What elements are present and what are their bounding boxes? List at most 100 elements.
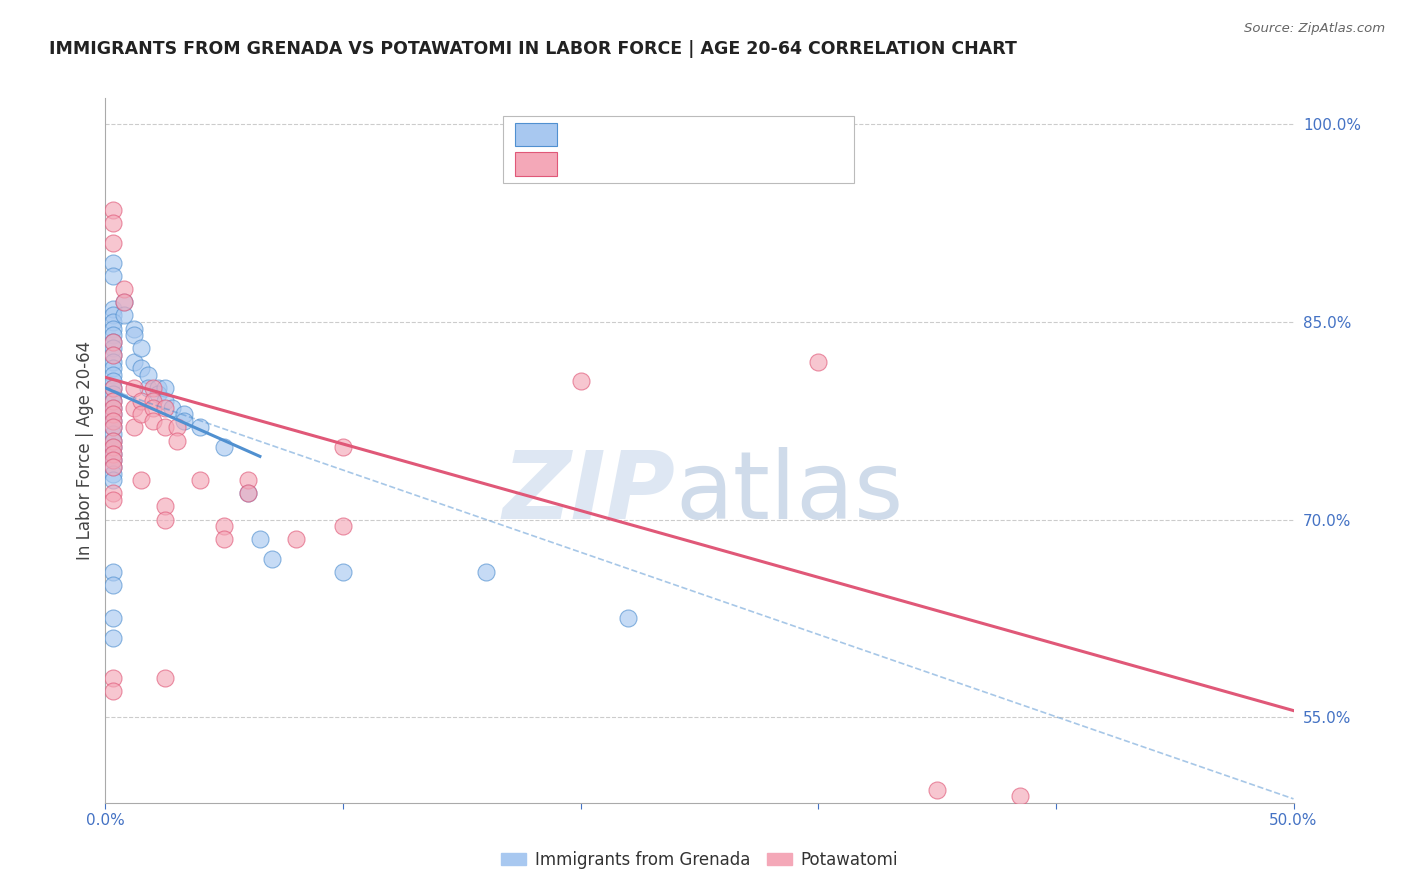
Point xyxy=(101,427,124,442)
Point xyxy=(101,420,124,434)
Text: N = 50: N = 50 xyxy=(723,149,780,164)
Point xyxy=(114,309,136,323)
Point xyxy=(249,533,271,547)
Point xyxy=(101,440,124,454)
Point xyxy=(114,295,136,310)
Point xyxy=(332,519,354,533)
Point xyxy=(101,354,124,368)
FancyBboxPatch shape xyxy=(516,123,557,146)
FancyBboxPatch shape xyxy=(503,116,853,183)
Point xyxy=(190,420,212,434)
Point xyxy=(101,611,124,625)
Text: Source: ZipAtlas.com: Source: ZipAtlas.com xyxy=(1244,22,1385,36)
Point xyxy=(142,401,165,415)
Point xyxy=(214,533,236,547)
Point xyxy=(101,407,124,421)
Point xyxy=(101,447,124,461)
Point xyxy=(101,434,124,448)
Point xyxy=(136,381,159,395)
Point xyxy=(153,671,176,685)
Point xyxy=(101,256,124,270)
Point xyxy=(332,566,354,580)
Point xyxy=(101,361,124,376)
Point xyxy=(101,315,124,329)
Point xyxy=(101,492,124,507)
Point xyxy=(101,407,124,421)
Point xyxy=(101,486,124,500)
Point xyxy=(101,459,124,474)
Point xyxy=(284,533,307,547)
Point xyxy=(101,334,124,349)
Point xyxy=(101,414,124,428)
Point xyxy=(260,552,283,566)
Point xyxy=(807,354,830,368)
Point xyxy=(474,566,496,580)
Point xyxy=(122,401,145,415)
Point xyxy=(153,420,176,434)
Point xyxy=(114,282,136,296)
Point xyxy=(129,407,152,421)
Point xyxy=(153,381,176,395)
Point xyxy=(101,301,124,316)
Point xyxy=(101,414,124,428)
Point xyxy=(101,447,124,461)
Point xyxy=(101,309,124,323)
Point xyxy=(142,381,165,395)
Point xyxy=(101,631,124,645)
Point xyxy=(129,361,152,376)
Point xyxy=(101,321,124,335)
Point xyxy=(173,414,195,428)
Point xyxy=(142,414,165,428)
FancyBboxPatch shape xyxy=(516,153,557,176)
Point xyxy=(101,453,124,467)
Point xyxy=(101,459,124,474)
Point xyxy=(101,401,124,415)
Point xyxy=(101,394,124,409)
Point xyxy=(925,782,948,797)
Point xyxy=(101,394,124,409)
Point xyxy=(153,394,176,409)
Point xyxy=(160,401,183,415)
Point xyxy=(101,381,124,395)
Point xyxy=(101,374,124,388)
Point xyxy=(101,467,124,481)
Point xyxy=(122,381,145,395)
Text: R = -0.415: R = -0.415 xyxy=(572,149,654,164)
Point xyxy=(101,440,124,454)
Point xyxy=(173,407,195,421)
Text: R = -0.202: R = -0.202 xyxy=(572,121,654,136)
Point xyxy=(236,486,259,500)
Point xyxy=(236,473,259,487)
Point xyxy=(146,387,169,401)
Point xyxy=(101,328,124,343)
Point xyxy=(101,268,124,283)
Point xyxy=(101,381,124,395)
Point xyxy=(101,473,124,487)
Point xyxy=(332,440,354,454)
Point xyxy=(101,401,124,415)
Point xyxy=(166,420,188,434)
Point xyxy=(153,500,176,514)
Point xyxy=(1010,789,1032,804)
Point xyxy=(214,519,236,533)
Point xyxy=(166,434,188,448)
Point xyxy=(129,394,152,409)
Point xyxy=(190,473,212,487)
Point xyxy=(569,374,592,388)
Point xyxy=(101,683,124,698)
Point xyxy=(129,342,152,356)
Point xyxy=(101,566,124,580)
Point xyxy=(101,203,124,218)
Point xyxy=(122,420,145,434)
Text: IMMIGRANTS FROM GRENADA VS POTAWATOMI IN LABOR FORCE | AGE 20-64 CORRELATION CHA: IMMIGRANTS FROM GRENADA VS POTAWATOMI IN… xyxy=(49,40,1017,58)
Point xyxy=(146,381,169,395)
Point xyxy=(101,368,124,382)
Point xyxy=(114,295,136,310)
Point xyxy=(101,334,124,349)
Point xyxy=(101,453,124,467)
Point xyxy=(101,434,124,448)
Point xyxy=(101,420,124,434)
Point xyxy=(122,354,145,368)
Point xyxy=(129,473,152,487)
Point xyxy=(136,368,159,382)
